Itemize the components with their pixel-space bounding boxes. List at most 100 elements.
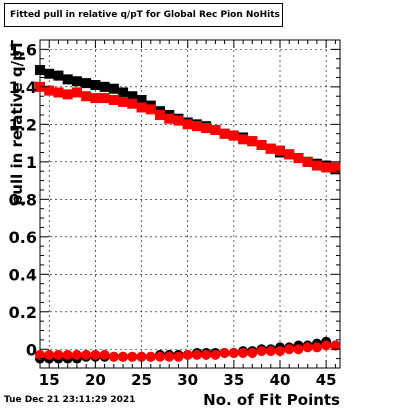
data-point [118,351,129,362]
data-point [284,344,295,355]
data-point [228,348,239,359]
data-point [108,94,119,105]
y-tick-label: 0.2 [9,303,37,322]
data-point [330,162,341,173]
data-point [108,351,119,362]
x-tick-label: 30 [177,371,198,389]
data-point [81,349,92,360]
data-point [145,104,156,115]
data-point [145,351,156,362]
data-point [191,121,202,132]
data-point [35,64,45,75]
y-tick-label: 1.6 [9,40,37,59]
data-point [302,156,313,167]
data-point [247,136,258,147]
data-point [321,340,332,351]
data-point [182,119,193,130]
data-point [293,153,304,164]
data-point [201,349,212,360]
data-point [127,91,138,102]
data-point [321,162,332,173]
y-tick-label: 1 [26,153,37,172]
data-point [256,139,267,150]
data-point [238,348,249,359]
data-point [136,351,147,362]
data-point [164,351,175,362]
y-tick-label: 1.2 [9,115,37,134]
data-point [164,113,175,124]
data-point [330,340,341,351]
data-point [127,351,138,362]
data-point [99,93,110,104]
data-point [71,76,82,87]
data-point [275,145,285,156]
data-point [127,98,138,109]
data-point [62,349,73,360]
data-point [99,81,110,92]
data-point [182,349,193,360]
data-point [228,130,239,141]
x-tick-label: 40 [270,371,291,389]
plot-frame [39,39,341,369]
data-point [311,160,322,171]
data-point [35,349,45,360]
data-point [173,351,184,362]
data-point [302,342,313,353]
data-point [238,134,249,145]
data-series [35,64,341,364]
data-point [265,346,276,357]
data-point [90,79,101,90]
x-tick-label: 35 [223,371,244,389]
x-tick-label: 25 [131,371,152,389]
x-tick-label: 15 [39,371,60,389]
data-point [118,87,129,98]
data-point [90,349,101,360]
axes: 15 20 25 30 35 40 45 0 0.2 0.4 0.6 0.8 1 1.2 1.4 1.6 [9,39,340,389]
y-tick-label: 0.8 [9,190,37,209]
data-point [90,93,101,104]
timestamp: Tue Dec 21 23:11:29 2021 [4,395,136,405]
data-point [293,344,304,355]
data-point [99,349,110,360]
y-tick-label: 0.6 [9,228,37,247]
chart-title: Fitted pull in relative q/pT for Global … [4,3,283,27]
data-point [265,143,276,154]
data-point [191,349,202,360]
data-point [62,74,73,85]
x-axis-label: No. of Fit Points [203,391,340,409]
data-point [210,124,221,135]
data-point [155,109,165,120]
data-point [275,346,285,357]
data-point [155,351,165,362]
data-point [53,349,64,360]
data-point [311,342,322,353]
y-tick-label: 0 [26,340,37,359]
x-tick-label: 45 [316,371,337,389]
data-point [219,348,230,359]
data-point [53,70,64,81]
data-point [44,349,55,360]
data-point [136,94,147,105]
data-point [62,89,73,100]
data-point [201,123,212,134]
y-tick-label: 1.4 [9,78,37,97]
data-point [173,115,184,126]
data-point [81,91,92,102]
data-point [53,87,64,98]
data-point [71,349,82,360]
y-axis-label: pull in relative q/pT [8,39,26,205]
data-point [210,349,221,360]
data-point [118,96,129,107]
data-point [219,128,230,139]
data-point [44,85,55,96]
data-point [81,78,92,89]
data-point [247,348,258,359]
series-3 [35,340,341,362]
data-point [136,102,147,113]
data-point [284,149,295,160]
data-point [71,87,82,98]
data-point [256,346,267,357]
y-tick-label: 0.4 [9,265,37,284]
x-tick-label: 20 [85,371,106,389]
data-point [44,68,55,79]
